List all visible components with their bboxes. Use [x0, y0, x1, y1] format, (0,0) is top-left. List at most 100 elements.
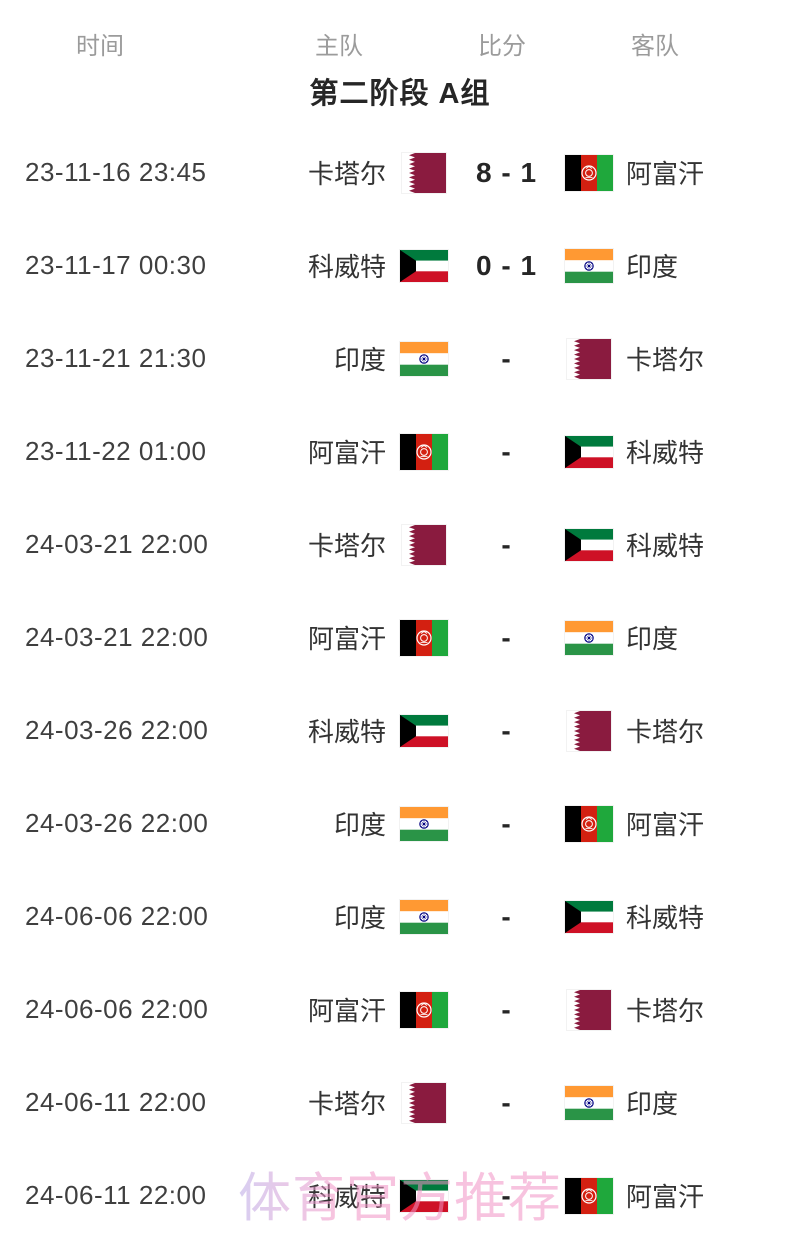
away-team: 印度 — [565, 617, 800, 659]
home-team: 阿富汗 — [200, 989, 448, 1031]
away-team-name: 卡塔尔 — [626, 345, 705, 375]
qatar-flag-icon — [565, 338, 613, 380]
afghanistan-flag-icon — [400, 989, 448, 1031]
match-row[interactable]: 23-11-17 00:30 科威特 0 - 1 印度 — [0, 219, 800, 312]
away-team-name: 印度 — [626, 1089, 679, 1119]
kuwait-flag-icon — [565, 896, 613, 938]
home-team-name: 印度 — [333, 810, 386, 840]
match-row[interactable]: 24-06-06 22:00 阿富汗 - 卡塔尔 — [0, 963, 800, 1056]
away-team: 卡塔尔 — [565, 338, 800, 380]
match-time: 23-11-17 00:30 — [25, 250, 207, 280]
home-team: 阿富汗 — [200, 431, 448, 473]
column-header-home: 主队 — [315, 33, 363, 60]
match-score: 8 - 1 — [475, 156, 538, 188]
afghanistan-flag-icon — [565, 152, 613, 194]
match-row[interactable]: 24-03-26 22:00 科威特 - 卡塔尔 — [0, 684, 800, 777]
india-flag-icon — [565, 1082, 613, 1124]
kuwait-flag-icon — [400, 245, 448, 287]
home-team: 卡塔尔 — [200, 1082, 448, 1124]
home-team-name: 科威特 — [307, 717, 386, 747]
match-time: 24-03-21 22:00 — [25, 622, 209, 652]
afghanistan-flag-icon — [565, 803, 613, 845]
match-row[interactable]: 23-11-21 21:30 印度 - 卡塔尔 — [0, 312, 800, 405]
home-team: 科威特 — [200, 1175, 448, 1217]
kuwait-flag-icon — [565, 431, 613, 473]
match-score: - — [501, 900, 512, 932]
match-score: - — [501, 435, 512, 467]
home-team-name: 阿富汗 — [307, 996, 386, 1026]
column-header-time: 时间 — [76, 33, 124, 60]
away-team-name: 阿富汗 — [626, 810, 705, 840]
match-time: 24-06-06 22:00 — [25, 901, 209, 931]
match-score: - — [501, 528, 512, 560]
match-time: 23-11-22 01:00 — [25, 436, 207, 466]
home-team-name: 印度 — [333, 345, 386, 375]
away-team: 印度 — [565, 1082, 800, 1124]
match-row[interactable]: 23-11-22 01:00 阿富汗 - 科威特 — [0, 405, 800, 498]
india-flag-icon — [400, 803, 448, 845]
away-team-name: 阿富汗 — [626, 1182, 705, 1212]
qatar-flag-icon — [400, 152, 448, 194]
match-score: - — [501, 1086, 512, 1118]
afghanistan-flag-icon — [565, 1175, 613, 1217]
table-header: 时间 主队 比分 客队 — [0, 0, 800, 64]
home-team-name: 阿富汗 — [307, 624, 386, 654]
match-row[interactable]: 23-11-16 23:45 卡塔尔 8 - 1 阿富汗 — [0, 126, 800, 219]
home-team-name: 科威特 — [307, 252, 386, 282]
away-team-name: 科威特 — [626, 531, 705, 561]
column-header-away: 客队 — [631, 33, 679, 60]
match-score: - — [501, 993, 512, 1025]
away-team: 科威特 — [565, 431, 800, 473]
away-team-name: 科威特 — [626, 438, 705, 468]
india-flag-icon — [400, 338, 448, 380]
home-team: 阿富汗 — [200, 617, 448, 659]
match-time: 24-03-26 22:00 — [25, 808, 209, 838]
afghanistan-flag-icon — [400, 617, 448, 659]
home-team: 印度 — [200, 803, 448, 845]
section-title: 第二阶段 A组 — [309, 78, 491, 110]
match-row[interactable]: 24-06-11 22:00 科威特 - 阿富汗 — [0, 1149, 800, 1242]
home-team-name: 科威特 — [307, 1182, 386, 1212]
india-flag-icon — [400, 896, 448, 938]
home-team-name: 卡塔尔 — [307, 531, 386, 561]
away-team: 科威特 — [565, 524, 800, 566]
away-team-name: 印度 — [626, 624, 679, 654]
home-team: 卡塔尔 — [200, 524, 448, 566]
home-team-name: 印度 — [333, 903, 386, 933]
match-score: - — [501, 714, 512, 746]
away-team: 阿富汗 — [565, 152, 800, 194]
away-team-name: 阿富汗 — [626, 159, 705, 189]
match-score: - — [501, 342, 512, 374]
away-team: 卡塔尔 — [565, 710, 800, 752]
match-score: - — [501, 1179, 512, 1211]
match-time: 24-06-11 22:00 — [25, 1180, 207, 1210]
match-time: 24-06-11 22:00 — [25, 1087, 207, 1117]
match-row[interactable]: 24-03-26 22:00 印度 - 阿富汗 — [0, 777, 800, 870]
away-team-name: 科威特 — [626, 903, 705, 933]
match-row[interactable]: 24-03-21 22:00 卡塔尔 - 科威特 — [0, 498, 800, 591]
away-team: 印度 — [565, 245, 800, 287]
away-team-name: 卡塔尔 — [626, 717, 705, 747]
away-team: 科威特 — [565, 896, 800, 938]
match-row[interactable]: 24-03-21 22:00 阿富汗 - 印度 — [0, 591, 800, 684]
home-team: 科威特 — [200, 245, 448, 287]
match-row[interactable]: 24-06-11 22:00 卡塔尔 - 印度 — [0, 1056, 800, 1149]
match-row[interactable]: 24-06-06 22:00 印度 - 科威特 — [0, 870, 800, 963]
qatar-flag-icon — [400, 524, 448, 566]
away-team: 阿富汗 — [565, 1175, 800, 1217]
home-team-name: 阿富汗 — [307, 438, 386, 468]
match-score: - — [501, 807, 512, 839]
match-score: - — [501, 621, 512, 653]
match-time: 23-11-16 23:45 — [25, 157, 207, 187]
match-time: 23-11-21 21:30 — [25, 343, 207, 373]
home-team: 印度 — [200, 338, 448, 380]
home-team: 印度 — [200, 896, 448, 938]
match-score: 0 - 1 — [475, 249, 538, 281]
india-flag-icon — [565, 617, 613, 659]
india-flag-icon — [565, 245, 613, 287]
away-team-name: 卡塔尔 — [626, 996, 705, 1026]
match-time: 24-03-21 22:00 — [25, 529, 209, 559]
home-team-name: 卡塔尔 — [307, 1089, 386, 1119]
away-team-name: 印度 — [626, 252, 679, 282]
match-list: 23-11-16 23:45 卡塔尔 8 - 1 阿富汗 23-11-17 00… — [0, 126, 800, 1242]
